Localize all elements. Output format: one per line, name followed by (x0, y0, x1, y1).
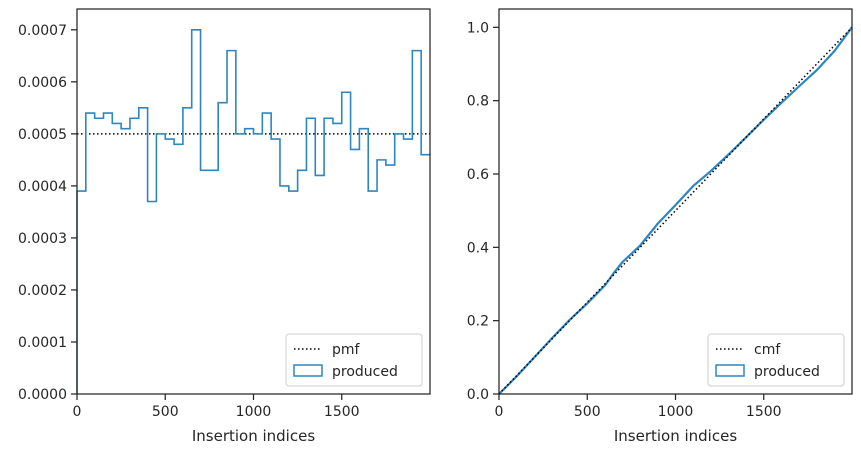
produced-cumulative-line (498, 26, 853, 395)
cmf-legend-box (707, 333, 845, 387)
pmf-x-tick-label: 1500 (324, 404, 360, 420)
cmf-x-tick-label: 1500 (746, 404, 782, 420)
pmf-y-tick-label: 0.0003 (18, 231, 67, 247)
cmf-x-tick-label: 1000 (658, 404, 694, 420)
cmf-panel: 0 500 1000 1500 0.0 0.2 0.4 0.6 0.8 1.0 Insertion… (467, 8, 853, 445)
pmf-y-tick-label: 0.0007 (18, 23, 67, 39)
pmf-y-tick-label: 0.0006 (18, 75, 67, 91)
pmf-y-tick-label: 0.0002 (18, 283, 67, 299)
pmf-legend-box (285, 333, 423, 387)
pmf-x-tick-label: 1000 (236, 404, 272, 420)
cmf-x-axis-label: Insertion indices (614, 427, 737, 445)
produced-histogram-step (76, 29, 430, 394)
cmf-x-tick-label: 500 (574, 404, 601, 420)
produced-legend-swatch (715, 364, 745, 377)
cmf-y-tick-label: 0.2 (467, 314, 489, 330)
cmf-y-tick-label: 0.6 (467, 167, 489, 183)
cmf-y-tick-label: 0.4 (467, 240, 489, 256)
produced-legend-label: produced (754, 364, 820, 380)
cmf-reference-line (498, 26, 853, 395)
pmf-y-tick-label: 0.0001 (18, 335, 67, 351)
pmf-x-tick-label: 500 (152, 404, 179, 420)
cmf-legend: cmf produced (707, 333, 845, 387)
pmf-y-tick-label: 0.0005 (18, 127, 67, 143)
pmf-legend: pmf produced (285, 333, 423, 387)
cmf-y-tick-label: 1.0 (467, 20, 489, 36)
pmf-y-tick-label: 0.0000 (18, 387, 67, 403)
pmf-x-axis-label: Insertion indices (192, 427, 315, 445)
cmf-y-tick-label: 0.0 (467, 387, 489, 403)
produced-legend-swatch (293, 364, 323, 377)
cmf-x-tick-label: 0 (495, 404, 504, 420)
pmf-x-tick-label: 0 (73, 404, 82, 420)
pmf-legend-label: pmf (332, 342, 361, 358)
cmf-legend-label: cmf (754, 342, 781, 358)
pmf-y-tick-label: 0.0004 (18, 179, 67, 195)
pmf-histogram-panel: 0 500 1000 1500 0.0000 0.0001 0.0002 0.0003 0.00… (18, 8, 431, 445)
cmf-y-tick-label: 0.8 (467, 94, 489, 110)
produced-legend-label: produced (332, 364, 398, 380)
